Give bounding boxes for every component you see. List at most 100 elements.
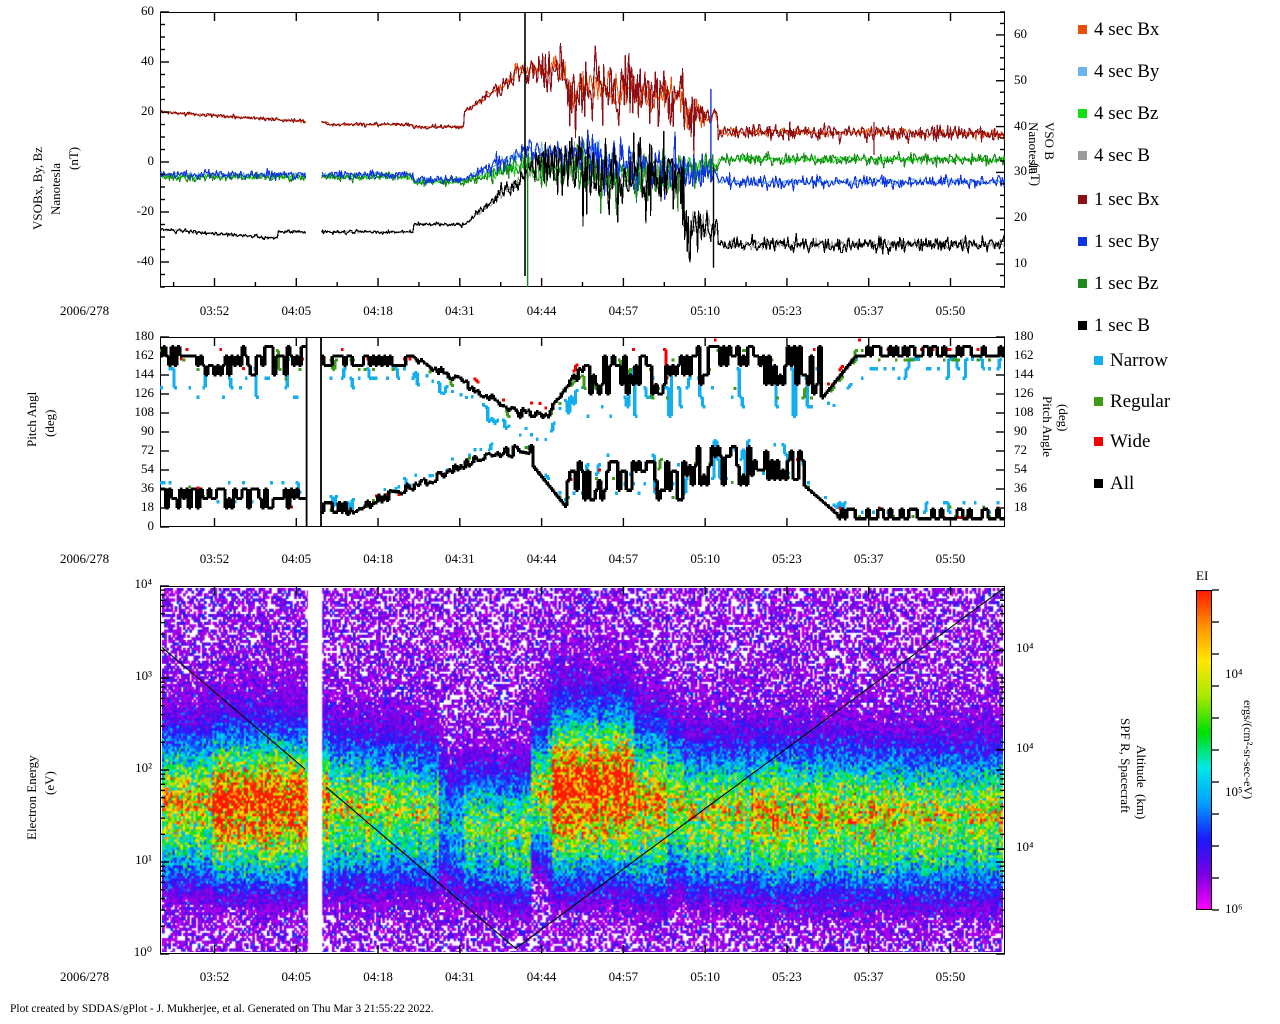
- panel1-time-tick: 05:23: [772, 303, 802, 318]
- legend-label: 1 sec B: [1094, 315, 1150, 336]
- panel1-time-tick: 04:31: [445, 303, 475, 318]
- panel2-time-tick: 05:10: [690, 551, 720, 566]
- panel2-y-right-tick: 108: [1014, 404, 1034, 419]
- panel3-y-right-tick: 10⁴: [1016, 739, 1034, 755]
- panel2-y-tick: 108: [134, 404, 155, 419]
- panel2-y-tick: 0: [147, 518, 155, 533]
- legend-swatch-icon: [1078, 279, 1087, 288]
- legend-label: Regular: [1110, 391, 1171, 412]
- legend-label: Wide: [1110, 431, 1151, 452]
- legend-swatch-icon: [1078, 67, 1087, 76]
- pitch-angle-axis-ticks: [160, 336, 1005, 528]
- panel2-y-tick: 18: [141, 499, 154, 514]
- panel3-y-tick: 10⁰: [133, 944, 152, 959]
- date-label-panel3: 2006/278: [60, 969, 110, 984]
- legend-item-4-sec-bz[interactable]: 4 sec Bz: [1078, 104, 1158, 123]
- panel3-time-tick: 04:44: [526, 969, 557, 984]
- panel2-y-tick: 162: [134, 347, 155, 362]
- legend-item-1-sec-bz[interactable]: 1 sec Bz: [1078, 274, 1158, 293]
- legend-item-1-sec-b[interactable]: 1 sec B: [1078, 316, 1150, 335]
- legend-swatch-icon: [1078, 151, 1087, 160]
- magnetic-field-axis-ticks: [160, 11, 1005, 288]
- panel3-y-right-tick: 10⁴: [1016, 839, 1034, 855]
- panel1-time-tick: 05:50: [935, 303, 966, 318]
- panel2-time-tick: 05:37: [853, 551, 884, 566]
- panel3-time-tick: 05:10: [690, 969, 720, 984]
- legend-label: 4 sec By: [1094, 61, 1160, 82]
- panel2-y-tick: 72: [141, 442, 154, 457]
- legend-item-regular[interactable]: Regular: [1094, 392, 1170, 411]
- panel2-time-tick: 05:50: [935, 551, 966, 566]
- legend-swatch-icon: [1078, 109, 1087, 118]
- panel1-y-tick: 20: [141, 103, 154, 118]
- spacecraft-altitude-line: [161, 587, 1004, 949]
- legend-swatch-icon: [1078, 25, 1087, 34]
- panel2-y-tick: 180: [134, 328, 155, 343]
- panel1-time-tick: 04:44: [526, 303, 557, 318]
- legend-item-4-sec-by[interactable]: 4 sec By: [1078, 62, 1159, 81]
- panel3-time-tick: 05:23: [772, 969, 802, 984]
- legend: 4 sec Bx 4 sec By 4 sec Bz 4 sec B 1 sec Bx 1…: [1070, 8, 1270, 518]
- panel3-time-tick: 04:57: [608, 969, 639, 984]
- legend-label: All: [1110, 473, 1135, 494]
- legend-label: 4 sec Bz: [1094, 103, 1159, 124]
- panel2-time-tick: 05:23: [772, 551, 802, 566]
- colorbar-tick: 10⁴: [1225, 665, 1243, 681]
- panel2-time-tick: 04:44: [526, 551, 557, 566]
- panel3-y-tick: 10²: [135, 760, 152, 775]
- panel1-y-tick: 0: [147, 153, 155, 168]
- magnetic-field-traces: [160, 12, 1005, 287]
- panel2-y-tick: 126: [134, 385, 155, 400]
- panel3-time-tick: 05:50: [935, 969, 966, 984]
- legend-label: 1 sec By: [1094, 231, 1160, 252]
- legend-item-1-sec-by[interactable]: 1 sec By: [1078, 232, 1159, 251]
- panel1-y-tick: -40: [136, 253, 154, 268]
- panel1-y-right-tick: 10: [1014, 255, 1027, 271]
- colorbar-ticks: [1212, 589, 1219, 911]
- panel1-y-right-tick: 30: [1014, 163, 1027, 179]
- legend-swatch-icon: [1094, 356, 1103, 365]
- panel2-y-right-tick: 54: [1014, 461, 1027, 476]
- panel2-y-right-tick: 162: [1014, 347, 1034, 362]
- panel1-time-tick: 04:18: [363, 303, 393, 318]
- panel3-y-tick: 10⁴: [134, 576, 152, 591]
- legend-swatch-icon: [1078, 237, 1087, 246]
- legend-item-wide[interactable]: Wide: [1094, 432, 1150, 451]
- panel1-time-tick: 03:52: [199, 303, 230, 318]
- legend-swatch-icon: [1094, 479, 1103, 488]
- legend-item-all[interactable]: All: [1094, 474, 1134, 493]
- colorbar-tick: 10⁶: [1225, 901, 1243, 916]
- panel3-y-tick: 10¹: [135, 852, 152, 867]
- panel1-y-tick: -20: [136, 203, 154, 218]
- legend-item-1-sec-bx[interactable]: 1 sec Bx: [1078, 190, 1159, 209]
- legend-item-narrow[interactable]: Narrow: [1094, 351, 1168, 370]
- legend-label: Narrow: [1110, 350, 1169, 371]
- panel3-time-tick: 03:52: [199, 969, 230, 984]
- panel2-y-right-tick: 90: [1014, 423, 1027, 438]
- panel1-y-right-tick: 40: [1014, 117, 1027, 133]
- legend-item-4-sec-b[interactable]: 4 sec B: [1078, 146, 1150, 165]
- panel1-y-tick: 40: [141, 53, 154, 68]
- date-label-panel1: 2006/278: [60, 303, 110, 318]
- colorbar-title: EI: [1196, 568, 1209, 583]
- panel1-time-tick: 04:57: [608, 303, 639, 318]
- footer-credit: Plot created by SDDAS/gPlot - J. Mukherj…: [10, 1003, 434, 1015]
- legend-item-4-sec-bx[interactable]: 4 sec Bx: [1078, 20, 1159, 39]
- pitch-angle-traces: [160, 337, 1005, 527]
- spectrogram-axis-ticks: [160, 585, 1005, 955]
- panel2-y-tick: 144: [134, 366, 155, 381]
- panel3-time-tick: 05:37: [853, 969, 884, 984]
- legend-swatch-icon: [1094, 437, 1103, 446]
- legend-swatch-icon: [1094, 397, 1103, 406]
- panel2-time-tick: 04:18: [363, 551, 393, 566]
- panel1-y-right-tick: 50: [1014, 71, 1027, 87]
- panel3-time-tick: 04:31: [445, 969, 475, 984]
- panel2-y-right-tick: 18: [1014, 499, 1027, 514]
- panel2-y-right-tick: 144: [1014, 366, 1034, 381]
- colorbar-border: [1196, 590, 1212, 910]
- panel3-y-tick: 10³: [135, 668, 152, 683]
- panel2-y-tick: 90: [141, 423, 154, 438]
- panel1-y-tick: 60: [141, 3, 154, 18]
- panel2-time-tick: 04:31: [445, 551, 475, 566]
